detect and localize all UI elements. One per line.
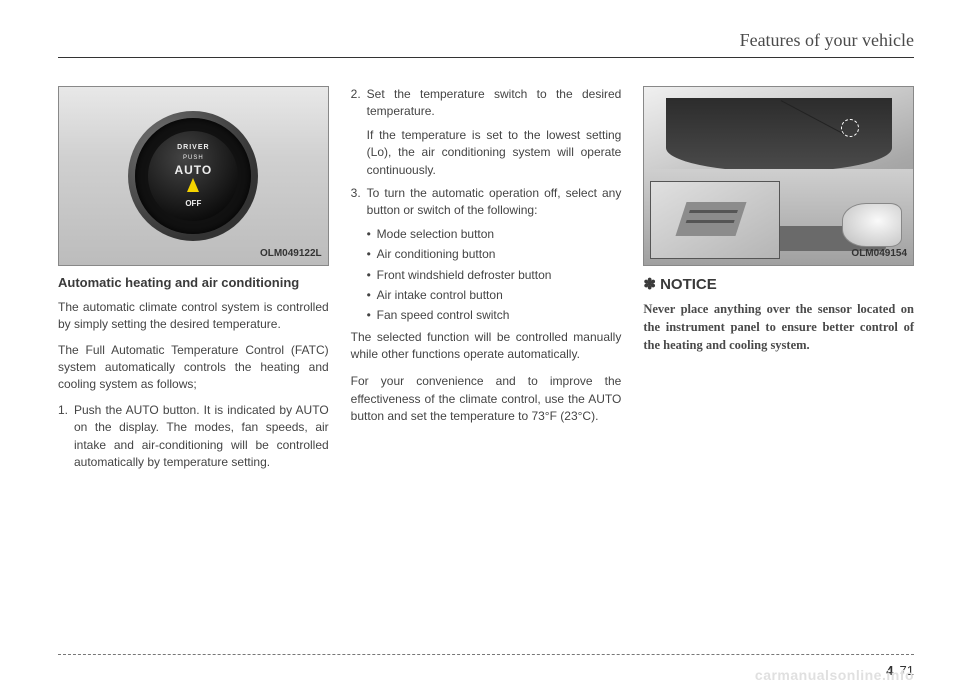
figure-auto-dial: DRIVER PUSH AUTO OFF OLM049122L bbox=[58, 86, 329, 266]
step-number: 1. bbox=[58, 402, 74, 472]
figure-label: OLM049122L bbox=[260, 247, 322, 262]
figure-label: OLM049154 bbox=[851, 247, 907, 262]
sensor-inset bbox=[650, 181, 780, 259]
step-body: To turn the automatic operation off, sel… bbox=[367, 185, 622, 220]
bullet-item: •Air conditioning button bbox=[351, 246, 622, 263]
dial-push-label: PUSH bbox=[183, 154, 204, 163]
step-body: Set the temperature switch to the desire… bbox=[367, 86, 622, 121]
car-hood-graphic bbox=[644, 87, 913, 265]
bullet-item: •Air intake control button bbox=[351, 287, 622, 304]
step-1: 1. Push the AUTO button. It is indicated… bbox=[58, 402, 329, 472]
step-3: 3. To turn the automatic operation off, … bbox=[351, 185, 622, 220]
columns: DRIVER PUSH AUTO OFF OLM049122L Automati… bbox=[58, 86, 914, 477]
bullet-text: Air conditioning button bbox=[377, 246, 496, 263]
bullet-item: •Fan speed control switch bbox=[351, 307, 622, 324]
bullet-text: Mode selection button bbox=[377, 226, 494, 243]
header-title: Features of your vehicle bbox=[740, 30, 914, 50]
dial-graphic: DRIVER PUSH AUTO OFF bbox=[128, 111, 258, 241]
step-number: 2. bbox=[351, 86, 367, 121]
paragraph-tip: For your convenience and to improve the … bbox=[351, 373, 622, 425]
bullet-text: Fan speed control switch bbox=[377, 307, 510, 324]
paragraph: The selected function will be controlled… bbox=[351, 329, 622, 364]
page-footer: 471 bbox=[58, 654, 914, 659]
bullet-text: Front windshield defroster button bbox=[377, 267, 552, 284]
bullet-item: •Mode selection button bbox=[351, 226, 622, 243]
column-1: DRIVER PUSH AUTO OFF OLM049122L Automati… bbox=[58, 86, 329, 477]
bullet-item: •Front windshield defroster button bbox=[351, 267, 622, 284]
step-2-sub: If the temperature is set to the lowest … bbox=[351, 127, 622, 179]
page: Features of your vehicle DRIVER PUSH AUT… bbox=[0, 0, 960, 689]
paragraph: The automatic climate control system is … bbox=[58, 299, 329, 334]
bullet-text: Air intake control button bbox=[377, 287, 503, 304]
notice-heading: ✽ NOTICE bbox=[643, 274, 914, 296]
step-2: 2. Set the temperature switch to the des… bbox=[351, 86, 622, 121]
step-body: Push the AUTO button. It is indicated by… bbox=[74, 402, 329, 472]
paragraph: The Full Automatic Temperature Control (… bbox=[58, 342, 329, 394]
dial-driver-label: DRIVER bbox=[177, 143, 209, 153]
dial-arrow-icon bbox=[187, 178, 199, 192]
figure-sensor: OLM049154 bbox=[643, 86, 914, 266]
column-2: 2. Set the temperature switch to the des… bbox=[351, 86, 622, 477]
watermark: carmanualsonline.info bbox=[755, 667, 914, 683]
section-subhead: Automatic heating and air conditioning bbox=[58, 274, 329, 293]
page-header: Features of your vehicle bbox=[58, 30, 914, 58]
notice-title: NOTICE bbox=[660, 276, 717, 293]
notice-mark-icon: ✽ bbox=[643, 276, 656, 293]
column-3: OLM049154 ✽ NOTICE Never place anything … bbox=[643, 86, 914, 477]
dial-off-label: OFF bbox=[185, 198, 201, 210]
notice-body: Never place anything over the sensor loc… bbox=[643, 300, 914, 354]
step-number: 3. bbox=[351, 185, 367, 220]
